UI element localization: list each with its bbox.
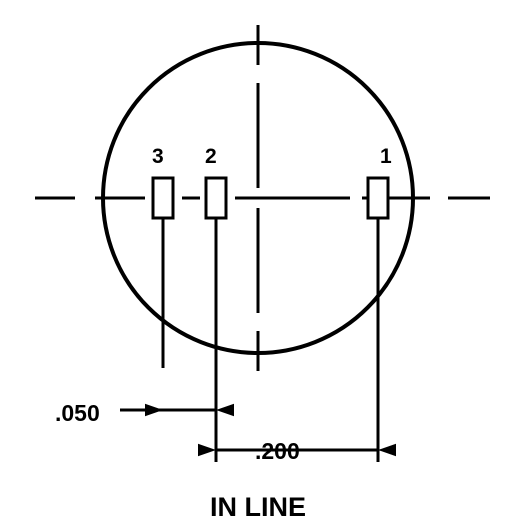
pin-label-2: 2 [205, 145, 217, 169]
pin-label-1: 1 [380, 145, 392, 169]
caption: IN LINE [0, 492, 516, 523]
pin-label-3: 3 [152, 145, 164, 169]
dim-label-200: .200 [255, 438, 300, 465]
diagram-container: 1 2 3 .050 .200 IN LINE [0, 0, 516, 529]
dim-label-050: .050 [55, 400, 100, 427]
